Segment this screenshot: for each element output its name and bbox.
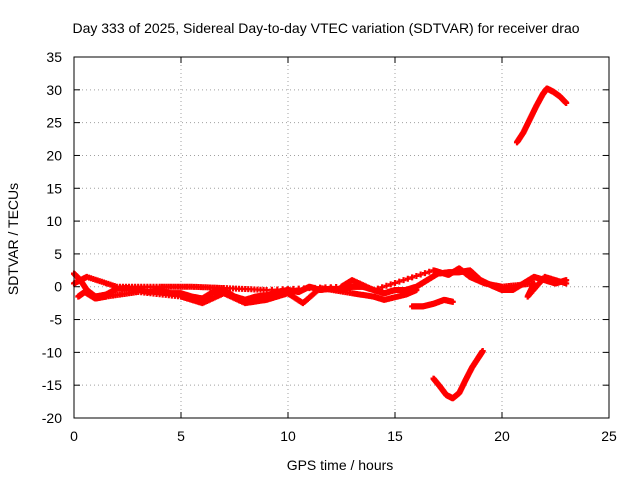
x-tick-label: 5 <box>177 428 185 444</box>
data-point <box>322 284 329 291</box>
y-tick-label: 25 <box>46 115 62 131</box>
data-point <box>479 348 486 355</box>
axis-ticks: 0 5 10 15 20 25 -20 -15 -10 -5 0 5 10 15 20 25 30 35 <box>42 49 617 444</box>
series-positive-excursion <box>513 85 570 146</box>
y-tick-label: 20 <box>46 147 62 163</box>
grid-lines <box>74 57 609 418</box>
data-point <box>404 275 411 282</box>
y-tick-label: 15 <box>46 180 62 196</box>
data-point <box>387 281 394 288</box>
data-point <box>379 284 386 291</box>
y-tick-label: 35 <box>46 49 62 65</box>
series-main-band-upper <box>71 265 570 300</box>
data-point <box>301 285 308 292</box>
data-point <box>279 286 286 293</box>
y-tick-label: -15 <box>42 377 62 393</box>
data-point <box>392 279 398 286</box>
data-point <box>421 270 428 277</box>
data-point <box>263 287 270 294</box>
data-point <box>563 99 570 106</box>
y-tick-label: -20 <box>42 410 62 426</box>
data-point <box>413 287 420 294</box>
data-point <box>285 286 291 293</box>
data-point <box>306 285 313 292</box>
data-point <box>374 285 381 292</box>
data-point <box>290 285 297 292</box>
data-point <box>311 284 318 291</box>
data-point <box>413 272 420 279</box>
series-negative-excursion <box>430 348 486 402</box>
y-tick-label: 5 <box>54 246 62 262</box>
data-point <box>400 277 407 284</box>
plot-frame <box>73 56 610 419</box>
x-tick-label: 10 <box>280 428 296 444</box>
series-main-band-lower <box>75 285 420 307</box>
data-point <box>449 298 456 305</box>
data-point <box>295 285 302 292</box>
data-point <box>417 271 424 278</box>
data-point <box>327 284 334 291</box>
data-point <box>426 268 433 275</box>
data-point <box>274 286 281 293</box>
x-tick-label: 25 <box>601 428 617 444</box>
x-tick-label: 20 <box>494 428 510 444</box>
data-point <box>268 286 275 293</box>
data-point <box>396 278 403 285</box>
data-point <box>383 282 390 289</box>
chart-title: Day 333 of 2025, Sidereal Day-to-day VTE… <box>72 20 579 36</box>
data-point <box>563 280 570 287</box>
y-tick-label: 0 <box>54 279 62 295</box>
series-secondary-arc <box>409 296 456 310</box>
data-point <box>333 283 340 290</box>
x-tick-label: 15 <box>387 428 403 444</box>
y-tick-label: 30 <box>46 82 62 98</box>
data-point <box>317 284 324 291</box>
y-tick-label: -5 <box>50 312 63 328</box>
x-axis-label: GPS time / hours <box>287 457 394 473</box>
y-tick-label: 10 <box>46 213 62 229</box>
y-tick-label: -10 <box>42 344 62 360</box>
x-tick-label: 0 <box>70 428 78 444</box>
y-axis-label: SDTVAR / TECUs <box>5 183 21 295</box>
data-point <box>409 274 416 281</box>
data-point <box>370 287 377 294</box>
data-points <box>71 85 570 402</box>
